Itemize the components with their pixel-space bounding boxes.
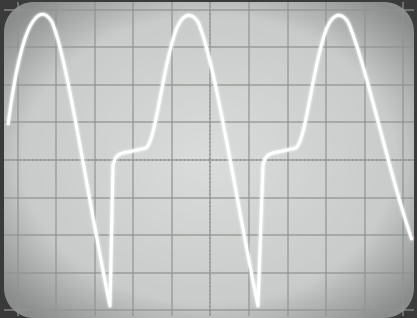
oscilloscope-screen [0, 0, 417, 318]
page [0, 0, 417, 318]
